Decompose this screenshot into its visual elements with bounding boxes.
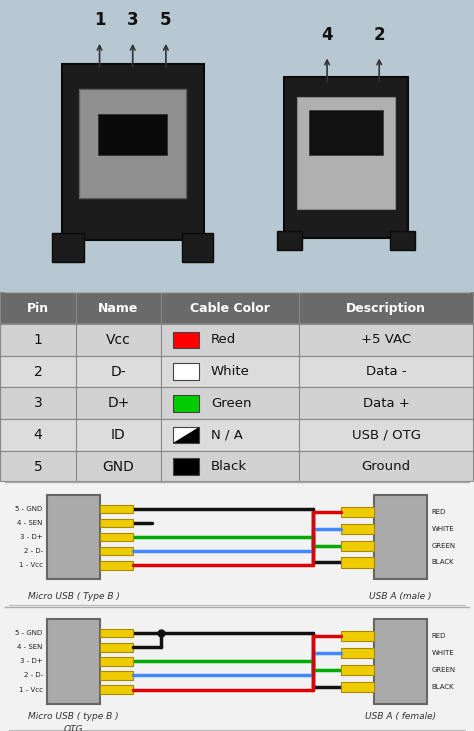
Text: USB A (male ): USB A (male ) (369, 592, 432, 601)
Bar (391, 231, 415, 251)
Text: D+: D+ (107, 396, 130, 410)
Bar (182, 233, 213, 262)
Bar (341, 648, 374, 658)
Bar (100, 657, 133, 666)
Bar (47, 495, 100, 580)
Bar (341, 631, 374, 641)
Text: USB / OTG: USB / OTG (352, 428, 421, 442)
Text: +5 VAC: +5 VAC (361, 333, 411, 346)
Text: 4 - SEN: 4 - SEN (17, 644, 43, 651)
Bar (98, 114, 167, 155)
Bar (100, 561, 133, 569)
Text: 2: 2 (374, 26, 385, 44)
Text: Micro USB ( Type B ): Micro USB ( Type B ) (27, 592, 119, 601)
Text: Black: Black (211, 460, 247, 473)
Polygon shape (173, 427, 199, 443)
Text: 5: 5 (160, 11, 172, 29)
Bar (100, 643, 133, 651)
Bar (0, 419, 474, 451)
Bar (100, 629, 133, 637)
Bar (341, 540, 374, 550)
Text: Pin: Pin (27, 302, 49, 315)
Text: Red: Red (211, 333, 236, 346)
Text: 3 - D+: 3 - D+ (20, 534, 43, 540)
Bar (341, 558, 374, 567)
Text: WHITE: WHITE (431, 650, 454, 656)
Bar (341, 682, 374, 692)
Bar (284, 77, 408, 238)
Bar (173, 363, 199, 380)
Text: D-: D- (111, 365, 126, 379)
Text: Data -: Data - (366, 365, 407, 378)
Bar (100, 671, 133, 680)
Text: 5 - GND: 5 - GND (16, 630, 43, 636)
Text: 1: 1 (34, 333, 42, 347)
Bar (100, 519, 133, 527)
Text: 2 - D-: 2 - D- (24, 673, 43, 678)
Bar (374, 619, 427, 704)
Bar (173, 395, 199, 412)
Text: RED: RED (431, 509, 446, 515)
Text: 2 - D-: 2 - D- (24, 548, 43, 554)
Text: USB A ( female): USB A ( female) (365, 712, 436, 721)
Text: Ground: Ground (362, 460, 411, 473)
Text: Micro USB ( type B ): Micro USB ( type B ) (28, 712, 119, 721)
Bar (173, 458, 199, 475)
Text: 2: 2 (34, 365, 42, 379)
Bar (52, 233, 83, 262)
Text: Name: Name (98, 302, 139, 315)
Text: 1 - Vcc: 1 - Vcc (18, 686, 43, 692)
Text: OTG: OTG (64, 725, 83, 731)
Text: 3: 3 (127, 11, 138, 29)
Text: 4: 4 (321, 26, 333, 44)
Bar (100, 504, 133, 513)
Bar (0, 387, 474, 419)
Text: White: White (211, 365, 250, 378)
Bar (341, 664, 374, 675)
Text: 4: 4 (34, 428, 42, 442)
Text: WHITE: WHITE (431, 526, 454, 531)
Text: ID: ID (111, 428, 126, 442)
Text: 3: 3 (34, 396, 42, 410)
Bar (297, 96, 395, 209)
Text: GREEN: GREEN (431, 542, 456, 548)
Bar (0, 451, 474, 482)
Text: Data +: Data + (363, 397, 410, 410)
Text: 1 - Vcc: 1 - Vcc (18, 562, 43, 568)
Text: Description: Description (346, 302, 426, 315)
Text: 1: 1 (94, 11, 105, 29)
Text: 5: 5 (34, 460, 42, 474)
Text: Green: Green (211, 397, 251, 410)
Bar (0, 292, 474, 324)
Bar (80, 89, 186, 197)
Bar (100, 533, 133, 542)
Text: 3 - D+: 3 - D+ (20, 659, 43, 664)
Bar (309, 110, 383, 155)
Bar (47, 619, 100, 704)
Text: GREEN: GREEN (431, 667, 456, 673)
Bar (0, 324, 474, 356)
Text: GND: GND (102, 460, 135, 474)
Bar (341, 507, 374, 517)
Text: Vcc: Vcc (106, 333, 131, 347)
Bar (100, 686, 133, 694)
Bar (62, 64, 204, 240)
Text: Cable Color: Cable Color (190, 302, 270, 315)
Bar (341, 523, 374, 534)
Bar (277, 231, 301, 251)
Text: BLACK: BLACK (431, 559, 454, 566)
Bar (0, 356, 474, 387)
Text: BLACK: BLACK (431, 683, 454, 690)
Bar (173, 427, 199, 443)
Text: N / A: N / A (211, 428, 243, 442)
Bar (374, 495, 427, 580)
Bar (173, 332, 199, 348)
Text: 5 - GND: 5 - GND (16, 506, 43, 512)
Bar (100, 547, 133, 556)
Text: 4 - SEN: 4 - SEN (17, 520, 43, 526)
Text: RED: RED (431, 633, 446, 639)
